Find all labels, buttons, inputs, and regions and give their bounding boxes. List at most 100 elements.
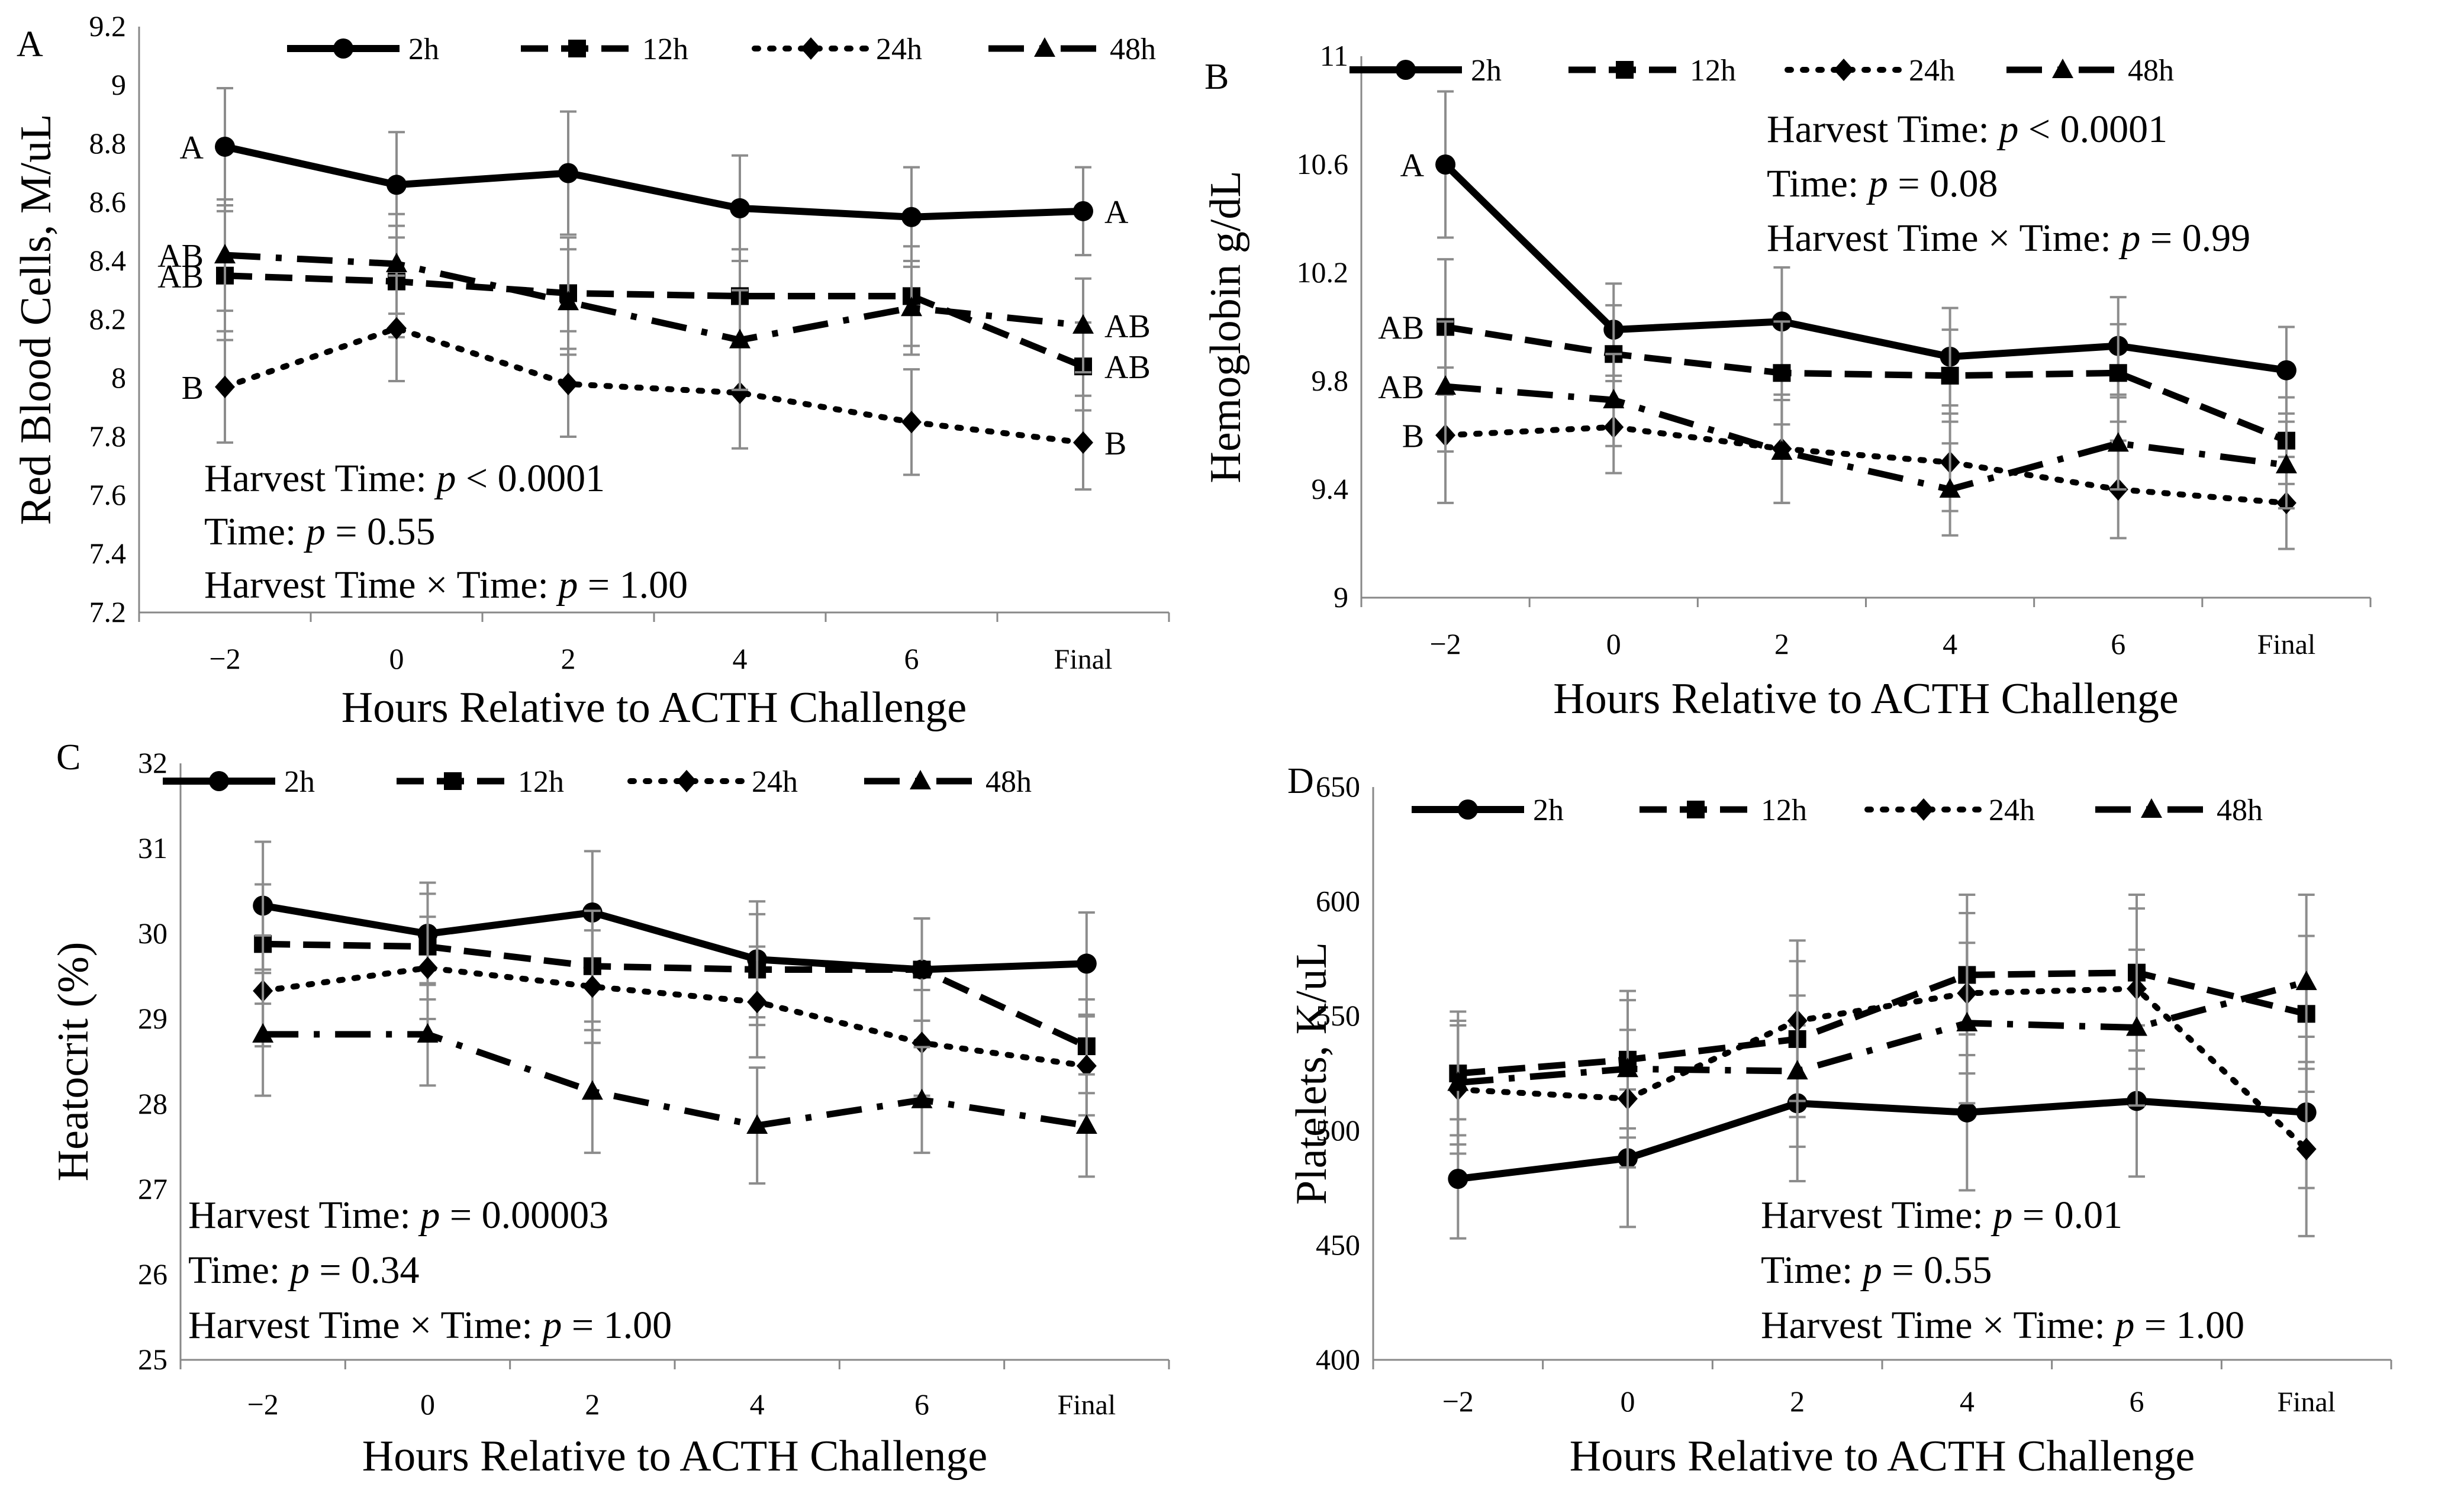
data-point-24h bbox=[747, 991, 768, 1014]
data-point-24h bbox=[386, 317, 407, 340]
series-line-48h bbox=[263, 1031, 1087, 1129]
data-point-48h bbox=[911, 1088, 933, 1108]
data-point-48h bbox=[252, 1023, 274, 1043]
data-point-2h bbox=[2276, 360, 2296, 380]
significance-label: B bbox=[182, 370, 204, 407]
x-tick-label: 6 bbox=[914, 1388, 929, 1421]
stats-line: Time: p = 0.34 bbox=[188, 1249, 420, 1292]
legend-item-48h: 48h bbox=[2095, 794, 2263, 827]
x-tick-label: 2 bbox=[1790, 1385, 1805, 1418]
panel-letter: D bbox=[1287, 761, 1314, 801]
data-point-2h bbox=[1076, 953, 1097, 974]
data-point-2h bbox=[1073, 201, 1093, 221]
y-tick-label: 25 bbox=[138, 1343, 168, 1376]
y-axis-title: Red Blood Cells, M/uL bbox=[12, 114, 60, 525]
y-tick-label: 7.6 bbox=[89, 478, 127, 511]
x-tick-label: 2 bbox=[585, 1388, 600, 1421]
data-point-48h bbox=[729, 328, 751, 349]
y-tick-label: 27 bbox=[138, 1172, 168, 1205]
y-tick-label: 31 bbox=[138, 831, 168, 865]
stats-line: Harvest Time × Time: p = 1.00 bbox=[188, 1304, 672, 1347]
x-tick-label: 2 bbox=[1774, 627, 1789, 660]
stats-line: Time: p = 0.55 bbox=[1761, 1249, 1992, 1292]
significance-label: AB bbox=[1104, 308, 1151, 345]
data-point-48h bbox=[1786, 1060, 1808, 1080]
data-point-24h bbox=[730, 381, 750, 404]
legend-item-48h: 48h bbox=[2006, 54, 2174, 88]
legend-item-2h: 2h bbox=[1412, 794, 1564, 827]
y-axis-title: Heatocrit (%) bbox=[49, 942, 98, 1182]
data-point-12h bbox=[2109, 364, 2127, 382]
y-tick-label: 8 bbox=[111, 361, 126, 394]
legend-marker-2h bbox=[333, 38, 353, 59]
x-tick-label: 6 bbox=[2130, 1385, 2144, 1418]
x-tick-label: −2 bbox=[209, 642, 240, 675]
legend-label-12h: 12h bbox=[642, 33, 688, 66]
legend-marker-2h bbox=[1458, 799, 1478, 820]
panel-b-hemoglobin: B 9 9.4 9.8 10.2 10.6 11 −2 0 2 4 6 Final Hours Relat… bbox=[1202, 39, 2372, 723]
series-48h bbox=[1435, 320, 2297, 537]
data-point-12h bbox=[913, 960, 931, 979]
x-tick-label: −2 bbox=[1429, 627, 1461, 660]
data-point-24h bbox=[911, 1031, 932, 1055]
series-line-24h bbox=[1442, 424, 2289, 506]
stats-block: Harvest Time: p = 0.00003 Time: p = 0.34 H… bbox=[188, 1194, 672, 1347]
stats-line: Harvest Time: p = 0.01 bbox=[1761, 1194, 2122, 1237]
y-tick-label: 400 bbox=[1316, 1343, 1360, 1376]
y-tick-label: 26 bbox=[138, 1257, 168, 1291]
series-line-12h bbox=[1445, 324, 2288, 444]
data-point-24h bbox=[2296, 1137, 2317, 1160]
legend-marker-2h bbox=[209, 771, 229, 791]
legend-label-24h: 24h bbox=[1989, 794, 2035, 827]
x-tick-label: 0 bbox=[1621, 1385, 1635, 1418]
legend-marker-48h bbox=[1034, 37, 1055, 57]
y-tick-label: 7.4 bbox=[89, 537, 127, 570]
data-point-48h bbox=[558, 291, 579, 311]
significance-label: AB bbox=[1378, 310, 1424, 347]
legend-label-48h: 48h bbox=[985, 765, 1032, 799]
data-point-48h bbox=[2275, 453, 2297, 473]
stats-block: Harvest Time: p = 0.01 Time: p = 0.55 Harv… bbox=[1761, 1194, 2244, 1347]
stats-block: Harvest Time: p < 0.0001 Time: p = 0.08 Ha… bbox=[1767, 108, 2250, 260]
y-tick-label: 10.2 bbox=[1297, 256, 1349, 289]
data-point-2h bbox=[1435, 154, 1456, 175]
legend-item-24h: 24h bbox=[627, 765, 798, 799]
legend-label-2h: 2h bbox=[284, 765, 315, 799]
legend-marker-48h bbox=[2141, 798, 2162, 818]
x-tick-label: Final bbox=[2277, 1386, 2336, 1418]
y-tick-label: 10.6 bbox=[1297, 147, 1349, 180]
legend-item-24h: 24h bbox=[1785, 54, 1955, 88]
x-tick-label: Final bbox=[1054, 644, 1113, 675]
y-tick-label: 8.8 bbox=[89, 127, 127, 160]
data-point-2h bbox=[215, 136, 235, 157]
data-point-2h bbox=[386, 175, 407, 195]
y-tick-label: 32 bbox=[138, 746, 168, 779]
series-line-24h bbox=[222, 325, 1086, 446]
y-tick-label: 8.2 bbox=[89, 302, 127, 336]
legend-marker-24h bbox=[1914, 798, 1934, 821]
legend-marker-2h bbox=[1396, 60, 1416, 80]
y-axis-title: Platelets, K/uL bbox=[1287, 942, 1336, 1205]
y-tick-label: 650 bbox=[1316, 770, 1360, 803]
data-point-48h bbox=[417, 1023, 439, 1043]
x-axis-title: Hours Relative to ACTH Challenge bbox=[1553, 675, 2178, 723]
significance-label: A bbox=[180, 130, 204, 166]
series-line-2h bbox=[262, 902, 1087, 973]
data-point-48h bbox=[1447, 1071, 1469, 1091]
x-tick-label: 0 bbox=[1606, 627, 1621, 660]
data-point-2h bbox=[1448, 1169, 1468, 1189]
legend-label-12h: 12h bbox=[518, 765, 564, 799]
series-line-24h bbox=[260, 965, 1090, 1069]
significance-label: AB bbox=[1104, 349, 1151, 386]
data-point-48h bbox=[1956, 1011, 1978, 1031]
y-tick-label: 600 bbox=[1316, 885, 1360, 918]
data-point-48h bbox=[901, 296, 922, 317]
legend-label-2h: 2h bbox=[1471, 54, 1502, 88]
y-tick-label: 8.4 bbox=[89, 244, 127, 277]
legend-item-24h: 24h bbox=[752, 33, 922, 66]
data-point-24h bbox=[1076, 1055, 1097, 1078]
data-point-48h bbox=[2295, 970, 2317, 991]
y-tick-label: 9 bbox=[111, 68, 126, 101]
data-point-48h bbox=[214, 244, 236, 264]
stats-line: Harvest Time × Time: p = 0.99 bbox=[1767, 217, 2250, 260]
